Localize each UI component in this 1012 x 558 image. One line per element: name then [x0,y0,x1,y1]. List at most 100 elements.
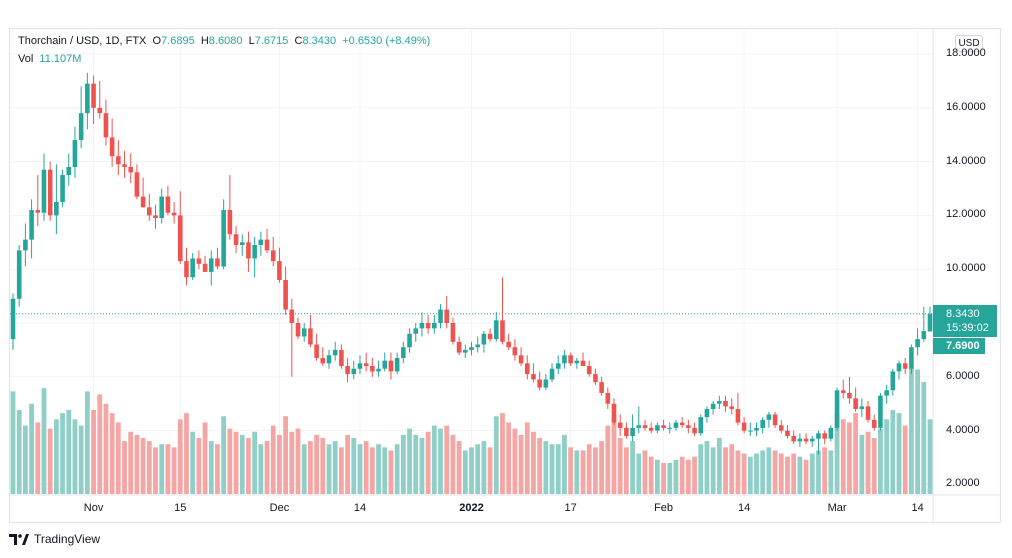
candle-body [797,438,803,442]
candle-body [865,406,871,420]
candle-body [822,433,827,439]
volume-bar [778,453,784,494]
candle-body [208,258,214,272]
volume-bar [128,431,134,494]
candle-body [871,419,877,428]
volume-bar [326,444,332,494]
candle-body [735,409,741,423]
candle-body [35,210,41,213]
candle-body [165,196,171,213]
volume-bar [78,425,84,494]
candle-body [617,422,623,428]
candle-body [686,425,691,428]
volume-bar [351,438,357,494]
candle-body [258,239,264,245]
volume-bar [692,456,697,494]
volume-bar [413,434,419,494]
open-label: O [152,35,162,47]
candle-body [754,427,759,431]
candle-body [320,357,326,364]
volume-bar [109,413,115,494]
volume-bar [834,413,840,494]
candle-body [376,368,381,372]
candle-body [41,169,47,213]
volume-bar [871,438,877,494]
volume-bar [487,447,493,494]
candle-body [72,140,78,167]
price-tick-label: 12.0000 [946,208,986,221]
volume-bar [524,422,530,494]
candle-body [264,239,270,251]
currency-button[interactable]: USD [955,35,983,52]
volume-bar [797,456,803,494]
candle-body [803,438,809,442]
volume-bar [623,447,629,494]
volume-bar [760,450,766,494]
price-tick-label: 16.0000 [946,100,986,113]
price-tick-label: 6.0000 [946,369,980,382]
candle-body [673,422,679,428]
volume-bar [878,428,883,494]
chart-frame [9,28,1001,523]
volume-bar [673,459,679,494]
time-tick-label: 2022 [459,502,484,514]
volume-bar [134,434,140,494]
volume-bar [184,413,189,494]
last-price-tag: 8.3430 15:39:02 [933,305,997,337]
candle-body [698,417,704,434]
volume-bar [283,416,289,494]
volume-bar [177,419,183,494]
candle-body [840,390,846,393]
volume-bar [233,431,239,494]
candle-body [456,341,462,353]
volume-bar [605,425,611,494]
candle-body [326,355,332,364]
volume-bar [896,413,902,494]
candle-body [772,414,778,426]
candle-body [518,355,524,364]
price-tick-label: 4.0000 [946,423,980,436]
candle-body [345,366,350,375]
candle-body [308,328,313,345]
candle-body [624,427,629,436]
candle-body [202,263,208,272]
candle-body [190,258,195,278]
candle-body [506,341,511,348]
volume-bar [103,403,109,494]
volume-bar [115,422,121,494]
time-tick-label: 14 [353,502,367,514]
volume-bar [419,438,425,494]
volume-bar [153,447,158,494]
ohlc-legend: Thorchain / USD, 1D, FTX O7.6895 H8.6080… [18,35,430,47]
volume-bar [215,444,220,494]
volume-bar [462,450,468,494]
candle-body [419,323,425,329]
volume-bar [431,425,437,494]
volume-bar [654,459,660,494]
candle-body [54,201,59,216]
candle-body [741,422,747,431]
volume-bar [122,441,127,494]
time-tick-label: 17 [564,502,577,514]
candle-body [370,366,375,372]
candle-body [444,309,450,323]
volume-bar [847,422,852,494]
candle-body [134,172,140,197]
volume-bar [388,450,394,494]
volume-value: 11.107M [39,53,82,65]
candle-body [407,333,412,348]
candle-body [432,323,437,329]
volume-bar [376,444,381,494]
candle-body [463,349,468,353]
volume-bar [66,410,72,494]
volume-bar [252,431,258,494]
candle-body [153,215,158,219]
volume-bar [10,391,16,494]
candle-body [586,366,592,375]
volume-bar [140,438,146,494]
volume-bar [716,438,722,494]
volume-bar [921,382,927,494]
volume-bar [221,416,227,494]
tradingview-footer[interactable]: TradingView [9,532,100,546]
